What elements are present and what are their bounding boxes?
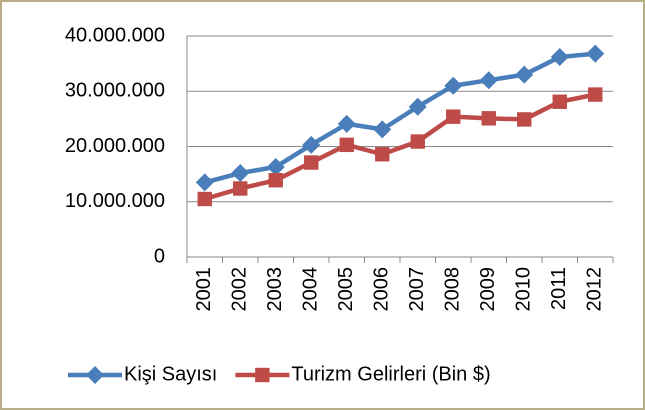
marker bbox=[339, 137, 354, 153]
y-tick-label: 40.000.000 bbox=[65, 24, 165, 46]
x-tick-label: 2009 bbox=[477, 267, 499, 312]
legend-label: Turizm Gelirleri (Bin $) bbox=[291, 363, 490, 385]
x-tick-label: 2001 bbox=[193, 267, 215, 312]
marker bbox=[481, 111, 496, 126]
marker bbox=[550, 47, 569, 66]
marker bbox=[197, 191, 212, 207]
x-tick-label: 2003 bbox=[264, 267, 286, 312]
legend-marker bbox=[86, 366, 104, 384]
x-tick-label: 2006 bbox=[371, 267, 393, 312]
x-tick-label: 2007 bbox=[406, 267, 428, 312]
marker bbox=[302, 135, 321, 154]
marker bbox=[586, 44, 605, 63]
marker bbox=[408, 97, 427, 116]
marker bbox=[231, 164, 250, 183]
marker bbox=[446, 109, 461, 124]
x-tick-label: 2012 bbox=[584, 267, 606, 312]
marker bbox=[479, 71, 498, 90]
y-tick-label: 0 bbox=[154, 245, 165, 267]
marker bbox=[268, 173, 283, 188]
marker bbox=[337, 114, 356, 133]
marker bbox=[373, 120, 392, 139]
x-tick-label: 2005 bbox=[335, 267, 357, 312]
y-tick-label: 20.000.000 bbox=[65, 135, 165, 157]
marker bbox=[588, 87, 603, 102]
x-tick-label: 2010 bbox=[513, 267, 535, 312]
legend-label: Kişi Sayısı bbox=[124, 363, 217, 385]
marker bbox=[444, 76, 463, 95]
marker bbox=[233, 181, 248, 196]
x-tick-label: 2004 bbox=[300, 267, 322, 312]
x-tick-label: 2008 bbox=[442, 267, 464, 312]
marker bbox=[375, 147, 390, 162]
marker bbox=[266, 157, 285, 176]
x-tick-label: 2002 bbox=[229, 267, 251, 312]
marker bbox=[517, 112, 532, 127]
y-tick-label: 30.000.000 bbox=[65, 80, 165, 102]
marker bbox=[410, 134, 425, 149]
marker bbox=[195, 173, 214, 192]
marker bbox=[304, 155, 319, 170]
x-tick-label: 2011 bbox=[548, 267, 570, 310]
y-tick-label: 10.000.000 bbox=[65, 190, 165, 212]
legend-marker bbox=[255, 367, 270, 383]
marker bbox=[515, 65, 534, 84]
marker bbox=[552, 94, 567, 109]
